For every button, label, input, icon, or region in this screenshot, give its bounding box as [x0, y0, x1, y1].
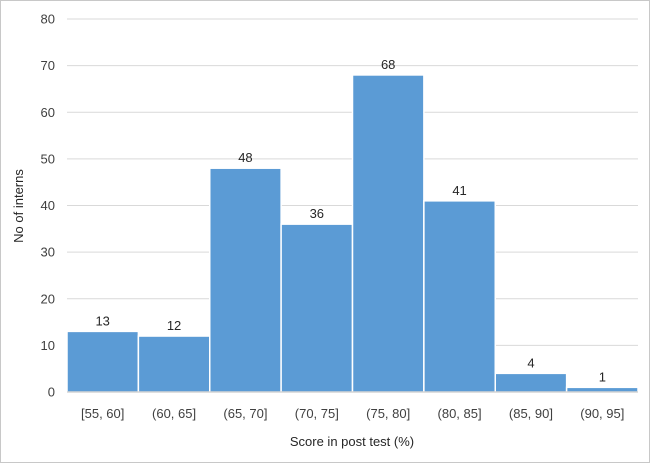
bar — [280, 223, 354, 393]
x-tick-label: (70, 75] — [295, 406, 339, 421]
bar — [494, 372, 568, 393]
bar — [209, 167, 282, 393]
data-label: 13 — [95, 313, 109, 328]
bar — [565, 386, 639, 393]
y-tick-label: 0 — [48, 385, 55, 400]
x-tick-label: (60, 65] — [152, 406, 196, 421]
bar — [351, 74, 425, 393]
x-axis-title: Score in post test (%) — [290, 434, 414, 449]
bars — [66, 74, 639, 393]
data-label: 12 — [167, 318, 181, 333]
x-tick-label: [55, 60] — [81, 406, 124, 421]
y-tick-label: 80 — [41, 12, 55, 27]
data-label: 41 — [452, 183, 466, 198]
x-tick-label: (75, 80] — [366, 406, 410, 421]
y-tick-label: 10 — [41, 338, 55, 353]
bar — [137, 335, 211, 393]
y-tick-label: 20 — [41, 291, 55, 306]
x-tick-label: (90, 95] — [580, 406, 624, 421]
data-label: 4 — [527, 355, 534, 370]
x-tick-label: (65, 70] — [223, 406, 267, 421]
data-label: 68 — [381, 57, 395, 72]
bar — [66, 330, 140, 393]
x-tick-label: (80, 85] — [438, 406, 482, 421]
x-tick-label: (85, 90] — [509, 406, 553, 421]
y-tick-labels: 0 10 20 30 40 50 60 70 80 — [41, 12, 55, 400]
x-tick-labels: [55, 60] (60, 65] (65, 70] (70, 75] (75, 80]… — [81, 406, 624, 421]
y-tick-label: 50 — [41, 151, 55, 166]
bar — [423, 200, 496, 393]
y-tick-label: 70 — [41, 58, 55, 73]
y-tick-label: 30 — [41, 245, 55, 260]
data-label: 48 — [238, 150, 252, 165]
y-tick-label: 60 — [41, 105, 55, 120]
data-label: 1 — [599, 369, 606, 384]
data-label: 36 — [310, 206, 324, 221]
y-axis-title: No of interns — [11, 169, 26, 243]
y-tick-label: 40 — [41, 198, 55, 213]
